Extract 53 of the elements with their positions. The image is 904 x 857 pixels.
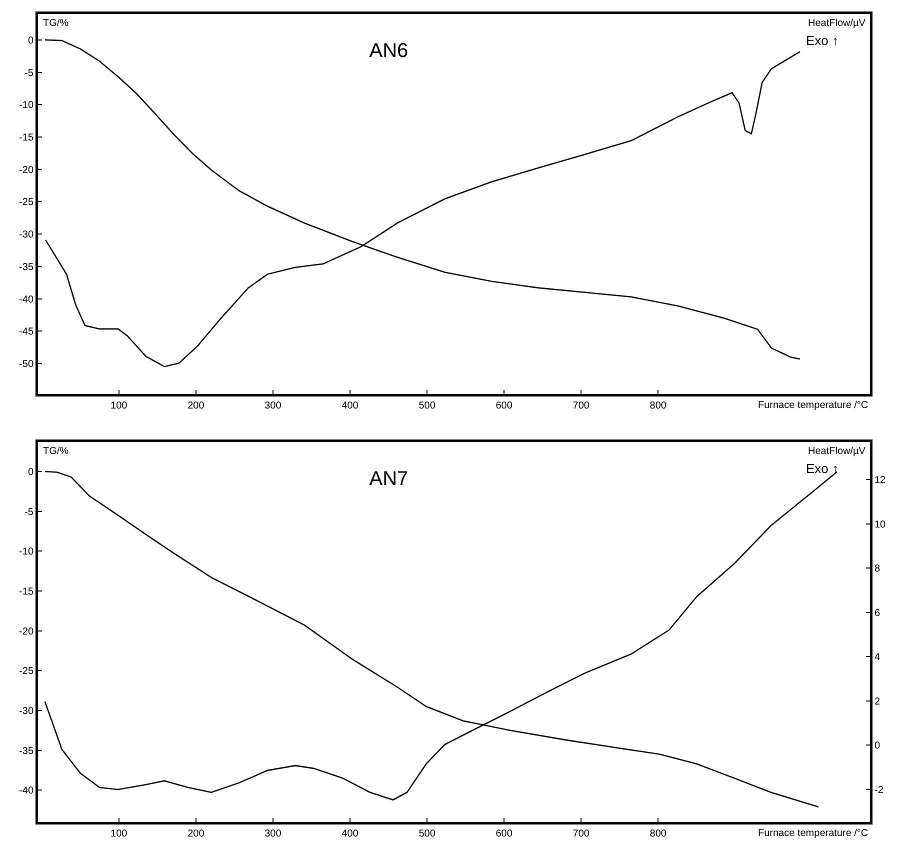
text: AN6: [369, 40, 408, 62]
text: AN7: [369, 468, 408, 490]
annotation: Exo ↑: [806, 33, 839, 48]
x-tick-label: 700: [572, 828, 590, 840]
y-tick-label: -35: [19, 262, 34, 273]
y-tick-label: -40: [19, 294, 34, 306]
y-tick-label: 0: [28, 466, 34, 478]
y2-tick-label: 8: [874, 564, 880, 575]
y2-tick-label: 12: [874, 475, 886, 486]
x-tick-label: 500: [418, 400, 436, 412]
y2-tick-label: 10: [874, 519, 886, 530]
y-tick-label: -30: [19, 706, 34, 717]
y-tick-label: -10: [19, 100, 34, 112]
x-axis-title: Furnace temperature /°C: [758, 400, 868, 411]
y2-tick-label: 4: [874, 652, 880, 664]
x-tick-label: 200: [188, 400, 205, 412]
x-tick-label: 300: [264, 400, 282, 412]
x-tick-label: 300: [264, 828, 282, 840]
y-tick-label: 0: [28, 35, 34, 46]
y2-tick-label: -2: [874, 784, 884, 796]
x-tick-label: 600: [496, 828, 513, 840]
x-tick-label: 700: [572, 400, 590, 412]
y2-tick-label: 2: [874, 696, 880, 708]
y-tick-label: -15: [19, 586, 34, 598]
y-tick-label: -25: [19, 197, 34, 208]
y-tick-label: -20: [19, 626, 34, 638]
y-tick-label: -50: [19, 359, 34, 370]
y-tick-label: -10: [19, 546, 34, 558]
y-tick-label: -45: [19, 326, 34, 338]
x-tick-label: 100: [110, 828, 128, 840]
x-tick-label: 600: [496, 400, 513, 412]
y-tick-label: -30: [19, 230, 34, 241]
y-tick-label: -5: [24, 506, 34, 518]
y-tick-label: -5: [24, 68, 34, 79]
y2-axis-title: HeatFlow/µV: [808, 446, 866, 457]
y-tick-label: -20: [19, 164, 34, 176]
y-tick-label: -15: [19, 132, 34, 144]
y2-tick-label: 0: [874, 740, 880, 752]
y-axis-title: TG/%: [43, 18, 69, 29]
y-tick-label: -25: [19, 666, 34, 678]
x-axis-title: Furnace temperature /°C: [758, 828, 868, 839]
x-tick-label: 800: [650, 400, 667, 412]
y-axis-title: TG/%: [43, 446, 69, 457]
y-tick-label: -35: [19, 746, 34, 757]
x-tick-label: 400: [342, 400, 359, 412]
y2-tick-label: 6: [874, 608, 880, 619]
y-tick-label: -40: [19, 786, 34, 797]
x-tick-label: 200: [188, 828, 205, 840]
x-tick-label: 100: [110, 400, 128, 412]
x-tick-label: 800: [650, 828, 667, 840]
y2-axis-title: HeatFlow/µV: [808, 18, 866, 29]
x-tick-label: 500: [418, 828, 436, 840]
x-tick-label: 400: [342, 828, 359, 840]
